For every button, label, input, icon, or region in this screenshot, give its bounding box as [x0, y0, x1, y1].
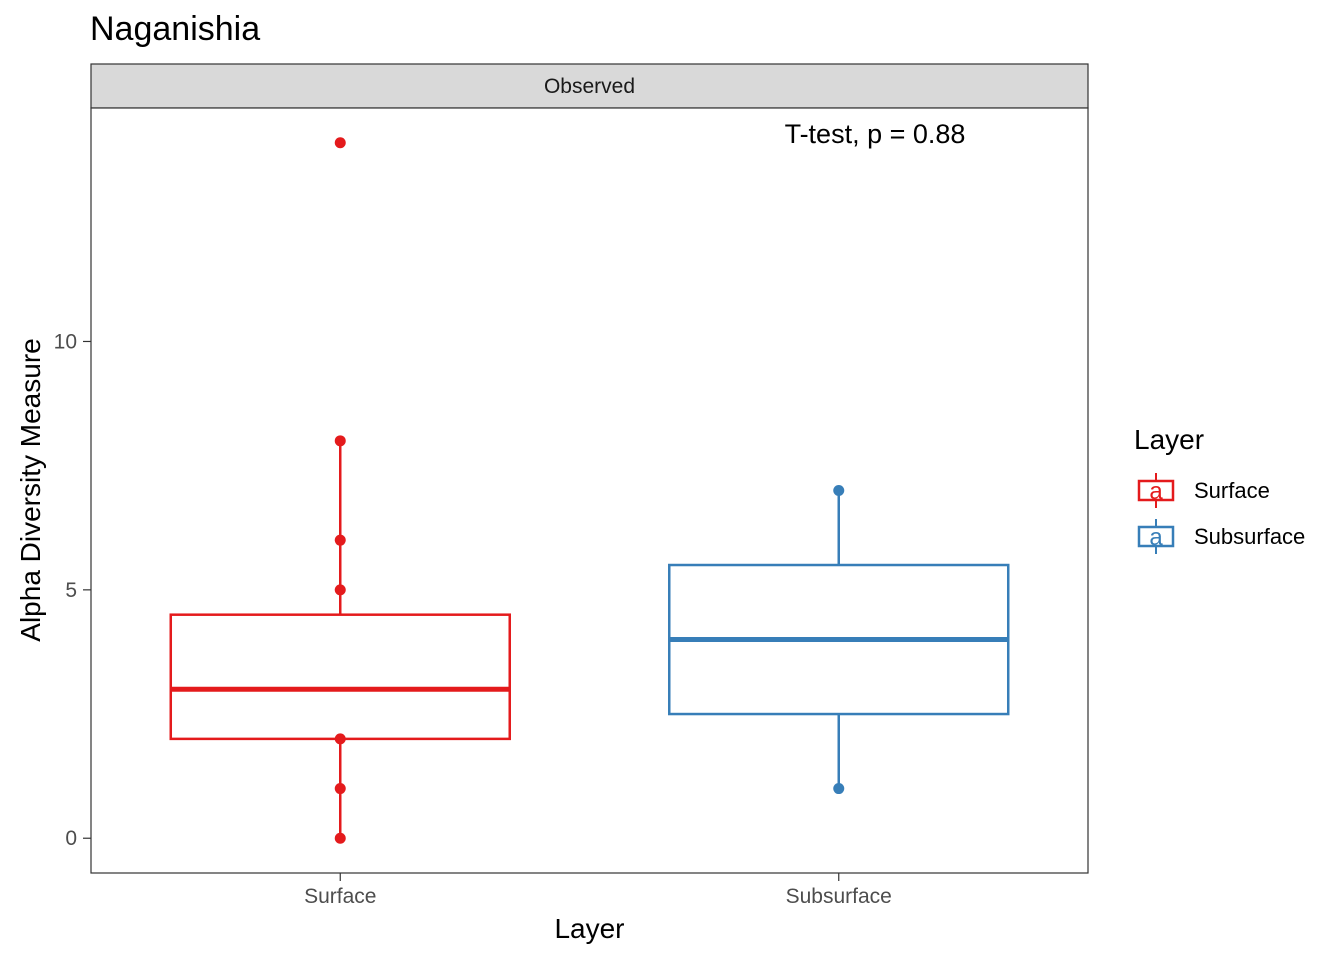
- x-tick-label: Surface: [304, 885, 376, 908]
- legend-key-glyph: a: [1149, 524, 1163, 551]
- y-tick-label: 10: [54, 330, 77, 353]
- data-point: [334, 435, 346, 447]
- data-point: [334, 832, 346, 844]
- plot-panel: [90, 107, 1089, 874]
- data-point: [833, 485, 845, 496]
- x-tick-label: Subsurface: [786, 885, 892, 908]
- data-point: [833, 783, 845, 795]
- x-axis: Surface Subsurface: [304, 873, 892, 908]
- data-point: [334, 783, 346, 795]
- x-axis-title: Layer: [554, 913, 624, 944]
- data-point: [334, 584, 346, 596]
- y-tick-label: 0: [65, 827, 77, 850]
- iqr-box: [169, 613, 511, 741]
- box-series: [169, 137, 1010, 844]
- legend-item-label: Surface: [1194, 478, 1270, 503]
- legend-item-subsurface: a Subsurface: [1137, 519, 1305, 554]
- facet-strip: [90, 63, 1089, 109]
- box-surface: [169, 137, 511, 844]
- facet-strip-label: Observed: [544, 75, 635, 98]
- t-test-annotation: T-test, p = 0.88: [785, 119, 966, 149]
- legend-items: a Surface a Subsurface: [1137, 473, 1305, 554]
- y-axis-title: Alpha Diversity Measure: [15, 338, 46, 641]
- y-tick-label: 5: [65, 579, 77, 602]
- box-subsurface: [668, 485, 1010, 795]
- legend-item-label: Subsurface: [1194, 524, 1305, 549]
- chart-title: Naganishia: [90, 10, 260, 48]
- data-point: [334, 534, 346, 546]
- legend-key-box: [1137, 525, 1175, 548]
- legend-key-glyph: a: [1149, 478, 1163, 505]
- data-point: [334, 137, 346, 149]
- legend-title: Layer: [1134, 424, 1204, 455]
- legend-key-box: [1137, 479, 1175, 502]
- y-axis: 0 5 10: [54, 330, 91, 850]
- legend: Layer a Surface a Subsurface: [1134, 424, 1305, 554]
- legend-item-surface: a Surface: [1137, 473, 1270, 508]
